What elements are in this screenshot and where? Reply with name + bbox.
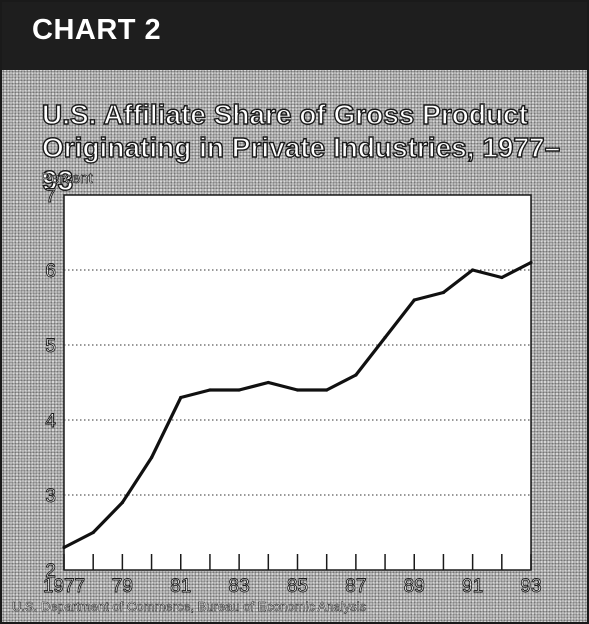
data-point-1977 bbox=[62, 545, 66, 550]
data-point-1989 bbox=[412, 298, 416, 302]
data-point-1979 bbox=[120, 500, 124, 505]
y-tick-label-7: 7 bbox=[45, 186, 56, 207]
chart-title-line-1: U.S. Affiliate Share of Gross Product bbox=[41, 98, 528, 130]
y-axis-label: Percent bbox=[41, 170, 94, 187]
x-tick-label-1991: 91 bbox=[462, 576, 483, 597]
x-tick-label-1981: 81 bbox=[170, 576, 191, 597]
data-point-1982 bbox=[208, 388, 212, 392]
data-point-1987 bbox=[354, 373, 358, 377]
chart-title-line-2: Originating in Private Industries, 1977–… bbox=[41, 131, 561, 196]
y-tick-label-6: 6 bbox=[45, 261, 56, 282]
x-tick-label-1985: 85 bbox=[287, 576, 308, 597]
chart-title: U.S. Affiliate Share of Gross Product Or… bbox=[41, 98, 582, 197]
data-point-1988 bbox=[383, 335, 387, 340]
chart-number-label: CHART 2 bbox=[32, 14, 162, 46]
x-tick-label-1993: 93 bbox=[520, 576, 541, 597]
y-tick-label-5: 5 bbox=[45, 336, 56, 357]
data-point-1978 bbox=[91, 530, 95, 535]
data-point-1980 bbox=[149, 455, 154, 460]
data-point-1984 bbox=[266, 380, 270, 385]
data-point-1985 bbox=[295, 388, 300, 392]
data-point-1983 bbox=[237, 388, 241, 392]
x-tick-label-1987: 87 bbox=[345, 576, 366, 597]
data-point-1991 bbox=[471, 268, 475, 272]
data-point-1986 bbox=[325, 388, 329, 392]
x-tick-label-1977: 1977 bbox=[43, 576, 85, 597]
plot-area bbox=[63, 194, 532, 571]
y-tick-label-3: 3 bbox=[45, 486, 56, 507]
x-tick-label-1989: 89 bbox=[404, 576, 425, 597]
data-point-1990 bbox=[441, 290, 446, 295]
y-tick-label-2: 2 bbox=[45, 561, 56, 582]
header-bar: CHART 2 bbox=[2, 2, 587, 70]
x-tick-label-1979: 79 bbox=[112, 576, 133, 597]
source-note: U.S. Department of Commerce, Bureau of E… bbox=[12, 599, 367, 615]
data-point-1992 bbox=[500, 275, 504, 280]
data-point-1981 bbox=[179, 395, 183, 400]
x-tick-label-1983: 83 bbox=[229, 576, 250, 597]
y-tick-label-4: 4 bbox=[45, 411, 56, 432]
data-point-1993 bbox=[529, 260, 533, 265]
